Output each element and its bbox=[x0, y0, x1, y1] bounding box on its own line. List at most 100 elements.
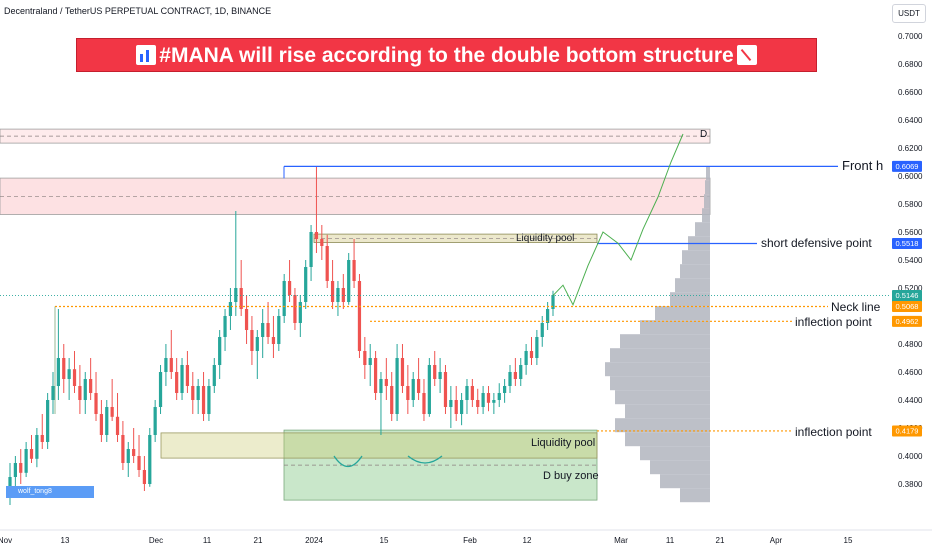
candle-body bbox=[185, 365, 190, 386]
candle-body bbox=[481, 393, 485, 407]
candle-body bbox=[459, 400, 464, 414]
volume-profile-bar bbox=[605, 362, 710, 377]
annotation-inflection-lower: inflection point bbox=[795, 425, 872, 439]
candle-body bbox=[438, 372, 442, 379]
candle-body bbox=[228, 302, 233, 316]
annotation-front-h: Front h bbox=[842, 158, 884, 173]
candle-body bbox=[400, 358, 405, 386]
currency-button[interactable]: USDT bbox=[892, 4, 926, 23]
x-tick-label: Dec bbox=[149, 536, 163, 545]
y-tick-label: 0.6200 bbox=[898, 144, 923, 153]
candle-body bbox=[282, 281, 286, 316]
candle-body bbox=[46, 400, 50, 442]
candle-body bbox=[524, 351, 528, 365]
candle-body bbox=[287, 281, 292, 295]
projection-path bbox=[552, 133, 684, 307]
volume-profile-bar bbox=[640, 320, 710, 335]
candle-body bbox=[153, 407, 157, 435]
candle-body bbox=[433, 365, 437, 379]
x-tick-label: 2024 bbox=[305, 536, 323, 545]
candle-body bbox=[223, 316, 227, 337]
candle-body bbox=[169, 358, 173, 372]
candle-body bbox=[19, 463, 23, 473]
candle-body bbox=[293, 295, 297, 323]
candle-body bbox=[99, 414, 104, 435]
candle-body bbox=[29, 449, 34, 459]
author-badge[interactable]: wolf_tong8 bbox=[6, 486, 94, 498]
label-target-d: D bbox=[700, 129, 708, 140]
candle-body bbox=[465, 386, 469, 400]
candle-body bbox=[51, 386, 55, 400]
volume-profile-bar bbox=[706, 166, 710, 181]
y-tick-label: 0.6800 bbox=[898, 60, 923, 69]
candle-body bbox=[250, 330, 254, 351]
volume-profile-bar bbox=[610, 348, 710, 363]
candle-body bbox=[373, 358, 378, 393]
y-tick-label: 0.5800 bbox=[898, 200, 923, 209]
candle-body bbox=[476, 400, 480, 407]
candle-body bbox=[62, 358, 66, 379]
price-tag-label: 0.5146 bbox=[896, 291, 919, 300]
volume-profile-bar bbox=[615, 418, 710, 433]
volume-profile-bar bbox=[610, 376, 710, 391]
candle-body bbox=[314, 232, 319, 239]
volume-profile-bar bbox=[650, 460, 710, 475]
candle-body bbox=[89, 379, 93, 393]
y-tick-label: 0.5600 bbox=[898, 228, 923, 237]
candle-body bbox=[94, 393, 98, 414]
zone-liquidity-bottom bbox=[160, 432, 598, 459]
price-tag-label: 0.5518 bbox=[896, 239, 919, 248]
candle-body bbox=[255, 337, 259, 351]
candle-body bbox=[492, 400, 496, 403]
bar-chart-icon bbox=[136, 45, 157, 65]
candle-body bbox=[330, 281, 335, 302]
candle-body bbox=[67, 369, 71, 379]
candle-body bbox=[277, 316, 281, 344]
trend-up-icon bbox=[736, 45, 757, 65]
y-tick-label: 0.7000 bbox=[898, 32, 923, 41]
x-tick-label: Feb bbox=[463, 536, 477, 545]
candle-body bbox=[309, 232, 313, 267]
annotation-neck-line: Neck line bbox=[831, 300, 881, 314]
candle-body bbox=[352, 260, 356, 281]
x-tick-label: 15 bbox=[380, 536, 389, 545]
y-tick-label: 0.4400 bbox=[898, 396, 923, 405]
candle-body bbox=[379, 379, 383, 393]
candle-body bbox=[110, 407, 114, 417]
volume-profile-bar bbox=[695, 222, 710, 237]
volume-profile-bar bbox=[640, 446, 710, 461]
x-tick-label: Apr bbox=[770, 536, 783, 545]
candle-body bbox=[142, 470, 147, 484]
candle-body bbox=[148, 435, 152, 484]
candle-body bbox=[191, 386, 195, 400]
candle-body bbox=[158, 372, 163, 407]
x-tick-label: 11 bbox=[666, 536, 675, 545]
candle-body bbox=[83, 379, 87, 400]
volume-profile-bar bbox=[655, 306, 710, 321]
symbol-header: Decentraland / TetherUS PERPETUAL CONTRA… bbox=[4, 6, 272, 16]
candle-body bbox=[304, 267, 308, 302]
price-tag bbox=[892, 425, 922, 437]
price-tag bbox=[892, 160, 922, 172]
candle-body bbox=[363, 351, 367, 365]
candle-body bbox=[449, 400, 453, 407]
candle-body bbox=[357, 281, 362, 351]
price-tag bbox=[892, 237, 922, 249]
candle-body bbox=[320, 239, 324, 246]
price-tag bbox=[892, 315, 922, 327]
double-bottom-arc-right bbox=[407, 455, 443, 464]
candle-body bbox=[325, 246, 329, 281]
candle-body bbox=[470, 386, 474, 400]
candle-body bbox=[390, 386, 394, 414]
candle-body bbox=[121, 435, 125, 463]
candle-body bbox=[406, 386, 410, 400]
label-liquidity-pool-bottom: Liquidity pool bbox=[531, 437, 596, 449]
candle-body bbox=[164, 358, 168, 372]
annotation-short-defensive: short defensive point bbox=[761, 236, 872, 250]
candle-body bbox=[126, 449, 130, 463]
zone-target bbox=[0, 128, 711, 144]
volume-profile-bar bbox=[704, 194, 710, 209]
candle-body bbox=[261, 323, 265, 337]
y-tick-label: 0.5400 bbox=[898, 256, 923, 265]
